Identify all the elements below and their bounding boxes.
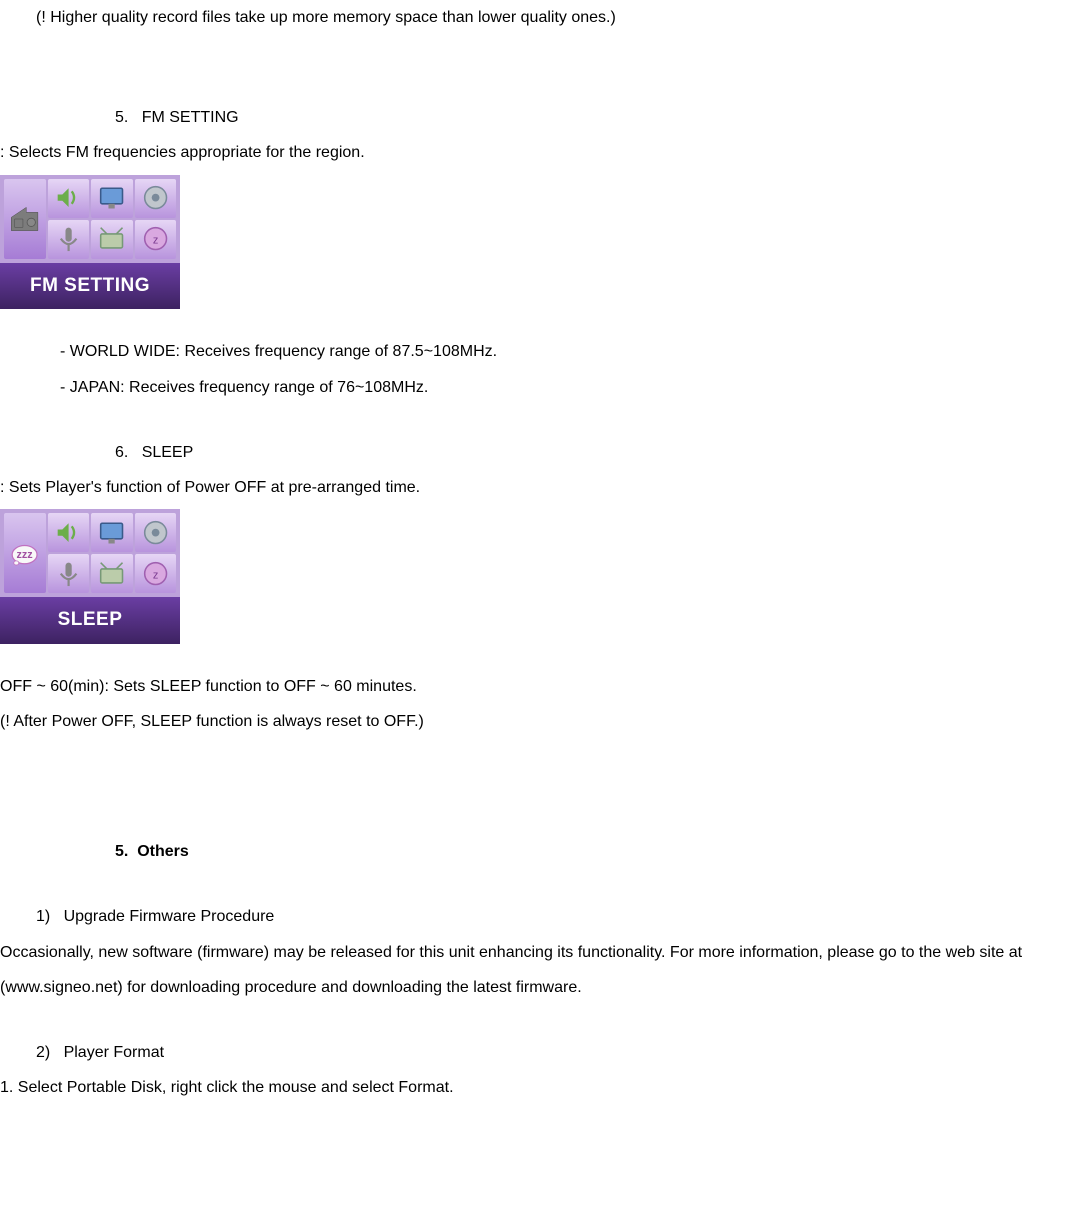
item-5-desc: : Selects FM frequencies appropriate for… <box>0 135 1072 170</box>
sleep-small-icon: z <box>135 554 177 593</box>
fm-setting-icon-grid: z <box>0 175 180 263</box>
document-page: (! Higher quality record files take up m… <box>0 0 1072 1135</box>
display-icon <box>91 179 133 218</box>
sound-icon <box>48 179 90 218</box>
sleep-range-line: OFF ~ 60(min): Sets SLEEP function to OF… <box>0 669 1072 704</box>
fm-setting-thumbnail: z FM SETTING <box>0 175 180 310</box>
section-5-number: 5. <box>115 843 128 860</box>
fm-bullet-japan: - JAPAN: Receives frequency range of 76~… <box>0 370 1072 405</box>
sub1-paragraph: Occasionally, new software (firmware) ma… <box>0 935 1072 1005</box>
item-6-number: 6. <box>115 444 128 461</box>
item-6-heading: 6. SLEEP <box>0 435 1072 470</box>
sub2-number: 2) <box>36 1044 50 1061</box>
item-5-number: 5. <box>115 109 128 126</box>
sleep-note-line: (! After Power OFF, SLEEP function is al… <box>0 704 1072 739</box>
svg-text:zzz: zzz <box>17 549 33 561</box>
sound-icon <box>48 513 90 552</box>
mic-icon <box>48 220 90 259</box>
sleep-thumb-label: SLEEP <box>0 597 180 644</box>
svg-text:z: z <box>153 235 158 247</box>
section-5-title: Others <box>137 843 189 860</box>
sub1-number: 1) <box>36 908 50 925</box>
item-5-title: FM SETTING <box>142 109 239 126</box>
subsection-2-heading: 2) Player Format <box>0 1035 1072 1070</box>
item-6-desc: : Sets Player's function of Power OFF at… <box>0 470 1072 505</box>
radio-icon <box>4 179 46 259</box>
sleep-small-icon: z <box>135 220 177 259</box>
record-icon <box>135 179 177 218</box>
record-icon <box>135 513 177 552</box>
sleep-thumbnail: zzz z SLEEP <box>0 509 180 644</box>
svg-text:z: z <box>153 569 158 581</box>
mic-icon <box>48 554 90 593</box>
sleep-zzz-icon: zzz <box>4 513 46 593</box>
item-5-heading: 5. FM SETTING <box>0 100 1072 135</box>
note-higher-quality: (! Higher quality record files take up m… <box>0 0 1072 35</box>
tuner-icon <box>91 554 133 593</box>
tuner-icon <box>91 220 133 259</box>
display-icon <box>91 513 133 552</box>
sub1-title: Upgrade Firmware Procedure <box>64 908 275 925</box>
section-5-heading: 5. Others <box>0 834 1072 869</box>
subsection-1-heading: 1) Upgrade Firmware Procedure <box>0 899 1072 934</box>
sleep-icon-grid: zzz z <box>0 509 180 597</box>
sub2-title: Player Format <box>64 1044 164 1061</box>
item-6-title: SLEEP <box>142 444 194 461</box>
fm-setting-thumb-label: FM SETTING <box>0 263 180 310</box>
fm-bullet-worldwide: - WORLD WIDE: Receives frequency range o… <box>0 334 1072 369</box>
sub2-step1: 1. Select Portable Disk, right click the… <box>0 1070 1072 1105</box>
